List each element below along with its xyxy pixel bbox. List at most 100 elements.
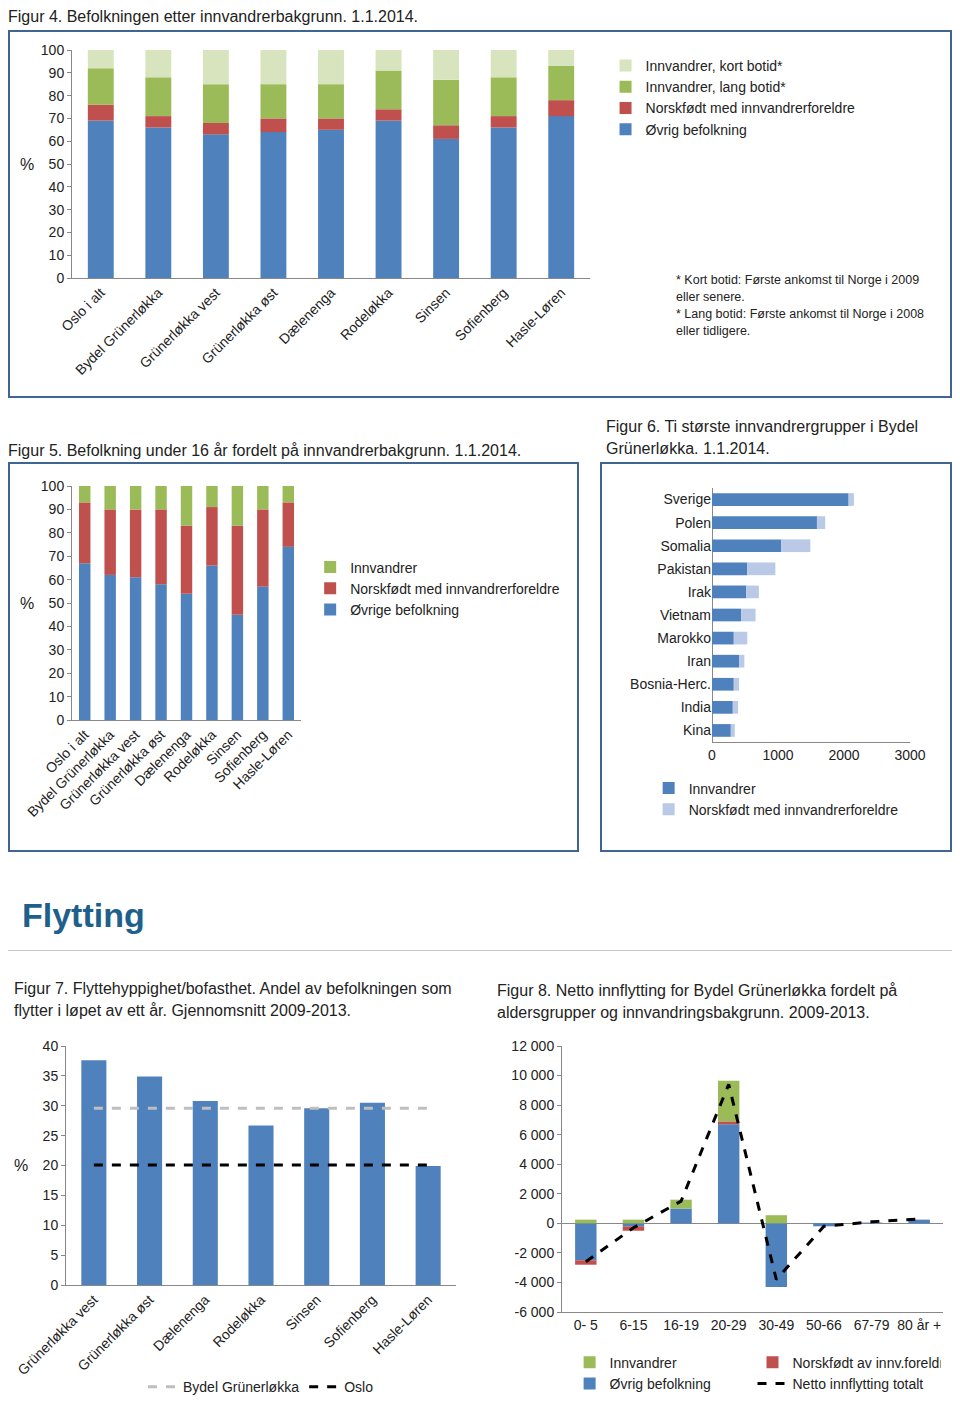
svg-text:Innvandrer: Innvandrer (610, 1355, 677, 1371)
svg-text:100: 100 (41, 478, 65, 494)
svg-text:67-79: 67-79 (854, 1317, 890, 1333)
svg-text:6 000: 6 000 (519, 1127, 554, 1143)
svg-text:Sinsen: Sinsen (203, 727, 245, 769)
svg-text:0: 0 (546, 1215, 554, 1231)
svg-text:Norskfødt av innv.foreldre: Norskfødt av innv.foreldre (793, 1355, 941, 1371)
svg-text:90: 90 (49, 65, 65, 81)
svg-text:0: 0 (56, 712, 64, 728)
svg-text:Grünerløkka øst: Grünerløkka øst (198, 284, 280, 366)
svg-text:3000: 3000 (894, 747, 925, 763)
svg-text:2000: 2000 (828, 747, 859, 763)
svg-text:10 000: 10 000 (511, 1067, 554, 1083)
svg-text:Sofienberg: Sofienberg (320, 1292, 379, 1351)
svg-text:0: 0 (708, 747, 716, 763)
svg-text:India: India (681, 699, 712, 715)
svg-text:100: 100 (41, 42, 65, 58)
svg-text:Dælenenga: Dælenenga (276, 284, 339, 347)
svg-text:Somalia: Somalia (660, 538, 711, 554)
svg-text:-6 000: -6 000 (514, 1304, 554, 1320)
svg-text:Iran: Iran (687, 653, 711, 669)
svg-text:Grünerløkka vest: Grünerløkka vest (14, 1291, 101, 1378)
svg-text:Polen: Polen (675, 515, 711, 531)
svg-text:8 000: 8 000 (519, 1097, 554, 1113)
svg-text:70: 70 (49, 110, 65, 126)
svg-text:1000: 1000 (762, 747, 793, 763)
svg-text:Bydel Grünerløkka: Bydel Grünerløkka (24, 726, 117, 819)
svg-text:4 000: 4 000 (519, 1156, 554, 1172)
svg-text:Innvandrer: Innvandrer (350, 560, 417, 576)
svg-text:Marokko: Marokko (657, 630, 711, 646)
svg-text:80: 80 (49, 88, 65, 104)
svg-text:Sinsen: Sinsen (412, 285, 454, 327)
svg-text:Oslo i alt: Oslo i alt (42, 726, 92, 776)
svg-text:16-19: 16-19 (663, 1317, 699, 1333)
svg-text:30: 30 (49, 642, 65, 658)
svg-text:Grünerløkka vest: Grünerløkka vest (56, 726, 143, 813)
svg-text:50-66: 50-66 (806, 1317, 842, 1333)
svg-text:50: 50 (49, 595, 65, 611)
svg-text:20-29: 20-29 (711, 1317, 747, 1333)
svg-text:Rodeløkka: Rodeløkka (160, 726, 219, 785)
svg-text:40: 40 (49, 179, 65, 195)
svg-text:Dælenenga: Dælenenga (150, 1291, 213, 1354)
svg-text:Norskfødt med innvandrerforeld: Norskfødt med innvandrerforeldre (689, 802, 899, 818)
svg-text:Sofienberg: Sofienberg (452, 285, 511, 344)
svg-text:Grünerløkka øst: Grünerløkka øst (86, 726, 168, 808)
svg-text:Irak: Irak (688, 584, 712, 600)
svg-text:20: 20 (49, 224, 65, 240)
svg-text:10: 10 (49, 689, 65, 705)
svg-text:40: 40 (49, 618, 65, 634)
svg-text:Pakistan: Pakistan (657, 561, 711, 577)
svg-text:Bosnia-Herc.: Bosnia-Herc. (630, 676, 711, 692)
svg-text:12 000: 12 000 (511, 1038, 554, 1054)
svg-text:Øvrig befolkning: Øvrig befolkning (646, 122, 747, 138)
svg-text:%: % (20, 595, 34, 612)
svg-text:Bydel Grünerløkka: Bydel Grünerløkka (183, 1379, 299, 1395)
svg-text:20: 20 (49, 665, 65, 681)
svg-text:%: % (20, 156, 34, 173)
svg-text:Innvandrer, kort botid*: Innvandrer, kort botid* (646, 58, 784, 74)
svg-text:25: 25 (43, 1128, 59, 1144)
svg-text:Oslo i alt: Oslo i alt (58, 284, 108, 334)
svg-text:Kina: Kina (683, 722, 711, 738)
svg-text:80: 80 (49, 525, 65, 541)
svg-text:30: 30 (49, 202, 65, 218)
svg-text:30: 30 (43, 1098, 59, 1114)
svg-text:-2 000: -2 000 (514, 1245, 554, 1261)
svg-text:Hasle-Løren: Hasle-Løren (369, 1292, 435, 1358)
svg-text:Innvandrer: Innvandrer (689, 781, 756, 797)
svg-text:Norskfødt med innvandrerforeld: Norskfødt med innvandrerforeldre (646, 100, 856, 116)
svg-text:Hasle-Løren: Hasle-Løren (503, 285, 569, 351)
svg-text:90: 90 (49, 501, 65, 517)
svg-text:-4 000: -4 000 (514, 1274, 554, 1290)
svg-text:Hasle-Løren: Hasle-Løren (230, 727, 296, 793)
svg-text:%: % (14, 1157, 28, 1174)
svg-text:5: 5 (50, 1247, 58, 1263)
svg-text:Sinsen: Sinsen (282, 1292, 324, 1334)
svg-text:80 år +: 80 år + (897, 1317, 941, 1333)
svg-text:Norskfødt med innvandrerforeld: Norskfødt med innvandrerforeldre (350, 581, 560, 597)
svg-text:Sofienberg: Sofienberg (211, 727, 270, 786)
svg-text:60: 60 (49, 133, 65, 149)
svg-text:60: 60 (49, 572, 65, 588)
svg-text:30-49: 30-49 (758, 1317, 794, 1333)
svg-text:Dælenenga: Dælenenga (131, 726, 194, 789)
svg-text:0- 5: 0- 5 (574, 1317, 598, 1333)
svg-text:10: 10 (43, 1217, 59, 1233)
svg-text:Øvrige befolkning: Øvrige befolkning (350, 602, 459, 618)
svg-text:50: 50 (49, 156, 65, 172)
svg-text:Rodeløkka: Rodeløkka (209, 1291, 268, 1350)
svg-text:0: 0 (50, 1277, 58, 1293)
svg-text:Sverige: Sverige (664, 491, 712, 507)
svg-text:15: 15 (43, 1187, 59, 1203)
svg-text:Bydel Grünerløkka: Bydel Grünerløkka (72, 284, 165, 377)
svg-text:10: 10 (49, 247, 65, 263)
svg-text:Netto innflytting totalt: Netto innflytting totalt (793, 1376, 924, 1392)
svg-text:Oslo: Oslo (344, 1379, 373, 1395)
svg-text:Innvandrer, lang botid*: Innvandrer, lang botid* (646, 79, 787, 95)
svg-text:Vietnam: Vietnam (660, 607, 711, 623)
svg-text:40: 40 (43, 1038, 59, 1054)
svg-text:35: 35 (43, 1068, 59, 1084)
svg-text:Grünerløkka øst: Grünerløkka øst (74, 1291, 156, 1373)
svg-text:20: 20 (43, 1157, 59, 1173)
